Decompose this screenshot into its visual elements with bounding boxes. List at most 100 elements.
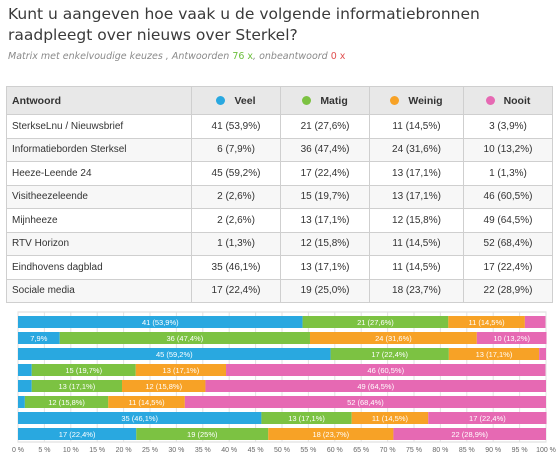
column-header-weinig: Weinig [369, 86, 464, 115]
x-tick-label: 60 % [327, 447, 343, 454]
column-header-label: Weinig [408, 94, 443, 107]
row-label: RTV Horizon [6, 231, 192, 256]
cell-weinig: 13 (17,1%) [369, 184, 464, 209]
row-label: Visitheezeleende [6, 184, 192, 209]
x-tick-label: 90 % [485, 447, 501, 454]
weinig-legend-dot-icon [390, 95, 400, 105]
bar-segment [135, 364, 227, 376]
data-label: 11 (14,5%) [469, 318, 506, 327]
veel-legend-dot-icon [216, 95, 226, 105]
cell-matig: 13 (17,1%) [280, 208, 371, 233]
bar-segment [226, 364, 546, 376]
x-tick-label: 100 % [536, 447, 556, 454]
column-header-label: Veel [234, 94, 256, 107]
bar-segment [448, 348, 540, 360]
data-label: 52 (68,4%) [347, 398, 384, 407]
table-row: RTV Horizon 1 (1,3%) 12 (15,8%) 11 (14,5… [6, 231, 554, 256]
bar-segment [31, 380, 123, 392]
data-label: 18 (23,7%) [312, 430, 349, 439]
data-label: 12 (15,8%) [48, 398, 85, 407]
bar-segment [59, 332, 310, 344]
x-tick-label: 80 % [432, 447, 448, 454]
column-header-label: Matig [320, 94, 348, 107]
data-label: 17 (22,4%) [371, 350, 408, 359]
bar-segment [18, 364, 32, 376]
data-label: 21 (27,6%) [357, 318, 394, 327]
table-row: Visitheezeleende 2 (2,6%) 15 (19,7%) 13 … [6, 184, 554, 209]
cell-veel: 45 (59,2%) [190, 161, 282, 186]
cell-matig: 19 (25,0%) [280, 278, 371, 303]
bar-segment [351, 412, 429, 424]
column-header-answer: Antwoord [6, 86, 192, 115]
x-tick-label: 15 % [89, 447, 105, 454]
data-label: 13 (17,1%) [163, 366, 200, 375]
bar-segment [448, 316, 525, 328]
matig-legend-dot-icon [302, 95, 312, 105]
bar-segment [18, 348, 331, 360]
row-label: Sociale media [6, 278, 192, 303]
cell-weinig: 13 (17,1%) [369, 161, 464, 186]
bar-segment [31, 364, 136, 376]
row-label: Mijnheeze [6, 208, 192, 233]
x-tick-label: 35 % [195, 447, 211, 454]
table-row: Heeze-Leende 24 45 (59,2%) 17 (22,4%) 13… [6, 161, 554, 186]
question-subtitle: Matrix met enkelvoudige keuzes , Antwoor… [8, 51, 345, 62]
bar-segment [393, 428, 546, 440]
table-header-row: Antwoord Veel Matig Weinig Nooit [6, 86, 554, 115]
subtitle-prefix: Matrix met enkelvoudige keuzes , Antwoor… [8, 51, 233, 62]
cell-veel: 41 (53,9%) [190, 114, 282, 139]
x-tick-label: 85 % [459, 447, 475, 454]
data-label: 24 (31,6%) [375, 334, 412, 343]
stacked-bar-chart: 41 (53,9%) 21 (27,6%) 11 (14,5%) 7,9% 36 (47… [12, 311, 556, 454]
subtitle-mid: , onbeantwoord [253, 51, 331, 62]
bar-segment [476, 332, 547, 344]
data-label: 11 (14,5%) [372, 414, 409, 423]
x-tick-label: 70 % [380, 447, 396, 454]
x-tick-label: 25 % [142, 447, 158, 454]
data-label: 41 (53,9%) [142, 318, 179, 327]
cell-veel: 35 (46,1%) [190, 255, 282, 280]
nooit-legend-dot-icon [485, 95, 495, 105]
table-row: Informatieborden Sterksel 6 (7,9%) 36 (4… [6, 137, 554, 162]
cell-matig: 15 (19,7%) [280, 184, 371, 209]
bar-segment [18, 332, 60, 344]
column-header-nooit: Nooit [462, 86, 554, 115]
bar-segment [268, 428, 394, 440]
cell-matig: 21 (27,6%) [280, 114, 371, 139]
x-tick-label: 65 % [353, 447, 369, 454]
column-header-label: Nooit [503, 94, 531, 107]
bar-segment [18, 316, 303, 328]
table-row: Mijnheeze 2 (2,6%) 13 (17,1%) 12 (15,8%)… [6, 208, 554, 233]
data-label: 17 (22,4%) [59, 430, 96, 439]
data-label: 22 (28,9%) [451, 430, 488, 439]
x-tick-label: 50 % [274, 447, 290, 454]
column-header-matig: Matig [280, 86, 371, 115]
row-label: Heeze-Leende 24 [6, 161, 192, 186]
bar-segment [539, 348, 546, 360]
x-tick-label: 40 % [221, 447, 237, 454]
cell-matig: 13 (17,1%) [280, 255, 371, 280]
cell-matig: 17 (22,4%) [280, 161, 371, 186]
cell-veel: 1 (1,3%) [190, 231, 282, 256]
cell-nooit: 46 (60,5%) [462, 184, 554, 209]
cell-weinig: 11 (14,5%) [369, 255, 464, 280]
answers-count: 76 x [232, 51, 254, 62]
cell-nooit: 10 (13,2%) [462, 137, 554, 162]
x-tick-label: 0 % [12, 447, 24, 454]
cell-nooit: 17 (22,4%) [462, 255, 554, 280]
data-label: 15 (19,7%) [65, 366, 102, 375]
data-label: 46 (60,5%) [367, 366, 404, 375]
bar-segment [428, 412, 547, 424]
data-label: 45 (59,2%) [156, 350, 193, 359]
bar-segment [330, 348, 449, 360]
cell-veel: 2 (2,6%) [190, 184, 282, 209]
cell-nooit: 3 (3,9%) [462, 114, 554, 139]
table-row: Sociale media 17 (22,4%) 19 (25,0%) 18 (… [6, 278, 554, 303]
data-label: 19 (25%) [187, 430, 218, 439]
cell-weinig: 18 (23,7%) [369, 278, 464, 303]
cell-nooit: 52 (68,4%) [462, 231, 554, 256]
column-header-veel: Veel [190, 86, 282, 115]
row-label: SterkseLnu / Nieuwsbrief [6, 114, 192, 139]
table-row: SterkseLnu / Nieuwsbrief 41 (53,9%) 21 (… [6, 114, 554, 139]
data-label: 7,9% [30, 334, 47, 343]
